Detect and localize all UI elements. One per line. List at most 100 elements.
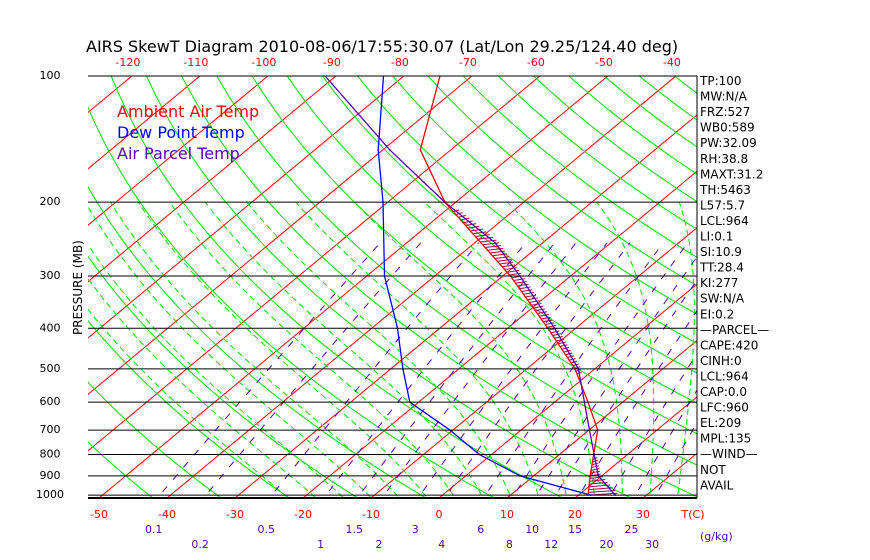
mixing-ratio-line [356, 242, 556, 498]
cape-hatch [559, 344, 568, 348]
cape-hatch [525, 294, 537, 298]
moist-adiabat [88, 308, 290, 498]
index-label: AVAIL [700, 478, 734, 492]
legend-dewpoint: Dew Point Temp [117, 123, 245, 142]
pressure-tick-label: 400 [40, 321, 61, 334]
dry-adiabat [357, 76, 697, 345]
pressure-tick-label: 500 [40, 362, 61, 375]
mixing-ratio-tick-label: 2 [376, 538, 383, 551]
dry-adiabat [88, 185, 428, 498]
index-label: LFC:960 [700, 401, 749, 415]
dry-adiabat [88, 105, 496, 498]
index-label: RH:38.8 [700, 152, 748, 166]
index-label: TP:100 [699, 74, 742, 88]
pressure-tick-label: 600 [40, 395, 61, 408]
isotherm [88, 76, 201, 170]
moist-adiabat [137, 201, 428, 498]
index-label: —PARCEL— [700, 323, 769, 337]
mixing-ratio-tick-label: 6 [477, 523, 484, 536]
pressure-tick-label: 700 [40, 423, 61, 436]
isotherm [88, 76, 337, 283]
bottom-temp-tick-label: -20 [294, 508, 312, 521]
index-label: LCL:964 [700, 214, 749, 228]
cape-hatch [529, 300, 540, 304]
moist-adiabat [88, 205, 373, 498]
moist-adiabat [109, 201, 401, 498]
moist-adiabat [424, 201, 596, 498]
index-label: SW:N/A [700, 292, 745, 306]
cape-hatch [554, 335, 563, 339]
cape-hatch [465, 223, 477, 226]
top-temp-tick-label: -110 [183, 56, 208, 69]
isotherm [88, 76, 473, 396]
y-axis-label: PRESSURE (MB) [71, 240, 85, 335]
isotherm [302, 170, 697, 498]
cape-hatch [541, 316, 551, 320]
cape-hatch [494, 256, 510, 260]
dry-adiabat [88, 255, 359, 498]
top-temp-tick-label: -50 [595, 56, 613, 69]
moist-adiabat [295, 201, 540, 498]
index-label: LI:0.1 [700, 230, 733, 244]
moist-adiabat [88, 277, 317, 498]
isotherm [98, 76, 609, 498]
dry-adiabat [251, 76, 697, 435]
mixing-ratio-tick-label: 0.1 [145, 523, 163, 536]
bottom-temp-tick-label: -30 [226, 508, 244, 521]
dry-adiabat [181, 76, 697, 498]
cape-hatch [588, 489, 616, 493]
moist-adiabat [88, 243, 345, 498]
index-label: MW:N/A [700, 90, 748, 104]
index-label: SI:10.9 [700, 245, 742, 259]
cape-hatch [517, 283, 529, 287]
isotherm [88, 76, 269, 226]
index-label: KI:277 [700, 276, 738, 290]
mixing-ratio-tick-label: 3 [412, 523, 419, 536]
isotherm [506, 339, 697, 498]
bottom-temp-tick-label: 30 [636, 508, 650, 521]
pressure-tick-label: 1000 [36, 488, 64, 501]
dry-adiabat [745, 76, 870, 504]
cape-hatch [531, 302, 542, 306]
index-label: EL:209 [700, 416, 741, 430]
dry-adiabat [110, 76, 564, 498]
cape-hatch [497, 258, 512, 262]
mixing-ratio-line [534, 255, 697, 498]
bottom-temp-tick-label: -50 [90, 508, 108, 521]
cape-hatch [504, 267, 518, 271]
index-label: CINH:0 [700, 354, 742, 368]
isotherm [574, 396, 697, 498]
mixing-ratio-line [156, 242, 381, 498]
index-label: WB0:589 [700, 121, 755, 135]
bottom-temp-tick-label: 0 [436, 508, 443, 521]
cape-hatch [475, 234, 490, 238]
cape-hatch [521, 289, 533, 293]
cape-hatch [502, 264, 516, 268]
mixing-ratio-tick-label: 30 [645, 538, 659, 551]
cape-hatch [519, 286, 531, 290]
moist-adiabat [246, 201, 512, 498]
x-axis-label: T(C) [681, 508, 705, 521]
bottom-temp-tick-label: 20 [568, 508, 582, 521]
moist-adiabat [596, 201, 655, 498]
isotherm [772, 76, 870, 504]
isotherm [0, 76, 64, 504]
cape-hatch [480, 239, 497, 243]
index-label: NOT [700, 463, 726, 477]
index-label: MPL:135 [700, 432, 751, 446]
mixing-ratio-line [608, 352, 697, 498]
top-temp-tick-label: -70 [459, 56, 477, 69]
mixing-ratio-line [577, 309, 697, 498]
mixing-ratio-tick-label: 1 [317, 538, 324, 551]
dry-adiabat [780, 76, 870, 504]
index-label: PW:32.09 [700, 136, 757, 150]
parcel-temp-point [388, 148, 391, 151]
ambient-temp-point [419, 148, 422, 151]
index-label: CAPE:420 [700, 338, 758, 352]
mixing-ratio-line [633, 389, 697, 498]
parcel-temp-point [494, 241, 497, 244]
parcel-temp-line [324, 76, 616, 496]
cape-hatch [543, 319, 553, 323]
index-label: L57:5.7 [700, 198, 745, 212]
